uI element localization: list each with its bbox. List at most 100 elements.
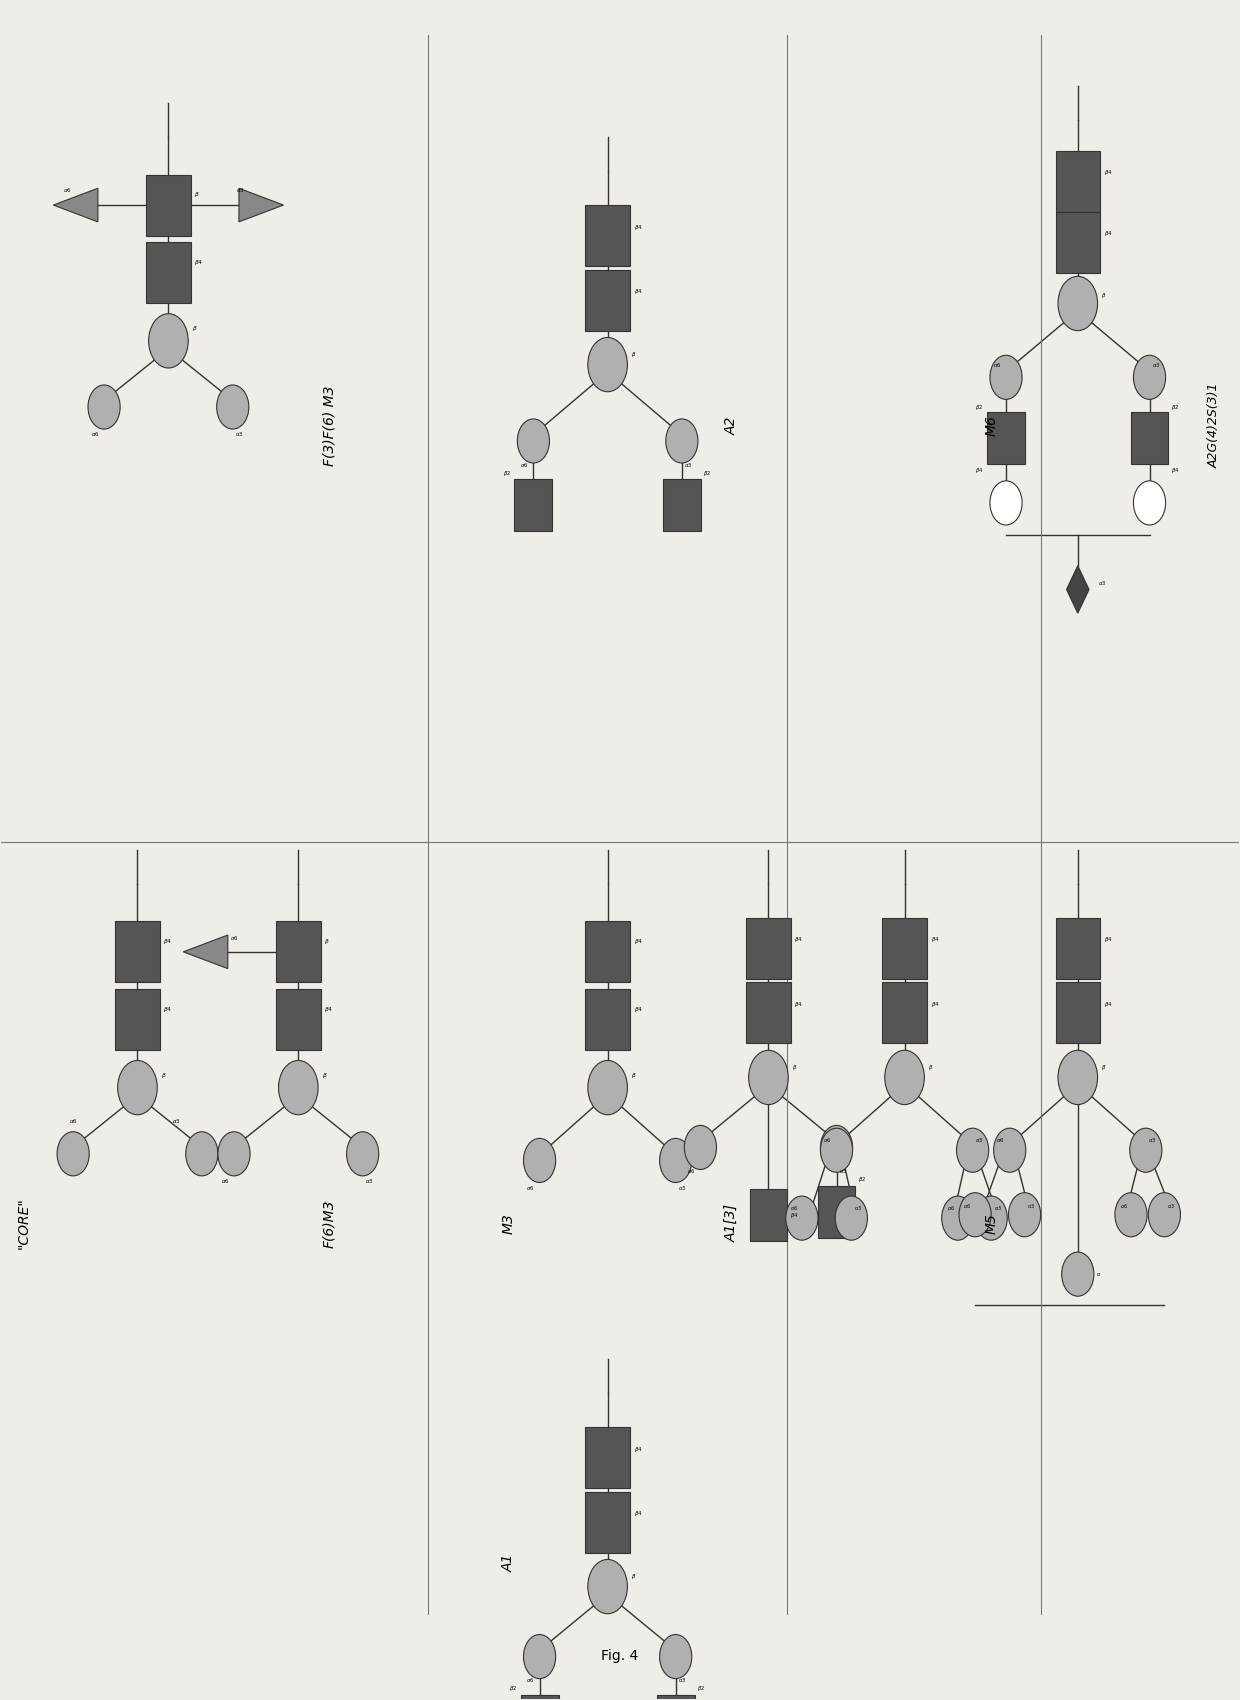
Circle shape [217,384,249,428]
Circle shape [959,1193,991,1238]
Text: $\beta$4: $\beta$4 [195,258,203,267]
Bar [115,989,160,1051]
Circle shape [279,1061,319,1115]
Text: $\alpha$3: $\alpha$3 [993,1204,1002,1212]
Text: M6: M6 [985,415,998,437]
Circle shape [836,1197,868,1241]
Text: $\beta$2: $\beta$2 [1171,403,1179,413]
Text: $\beta$2: $\beta$2 [858,1175,866,1185]
Polygon shape [53,189,98,223]
Text: $\alpha$3: $\alpha$3 [1027,1202,1035,1210]
Text: $\alpha$3: $\alpha$3 [1148,1136,1157,1144]
Bar [277,921,321,983]
Circle shape [1130,1129,1162,1173]
Text: $\alpha$3: $\alpha$3 [678,1676,687,1685]
Bar [1055,151,1100,212]
Text: $\alpha$6: $\alpha$6 [996,1136,1004,1144]
Circle shape [885,1051,924,1105]
Text: $\beta$: $\beta$ [631,1071,636,1080]
Text: $\beta$4: $\beta$4 [1104,935,1112,945]
Bar [115,921,160,983]
Text: $\beta$2: $\beta$2 [697,1685,706,1693]
Bar [146,175,191,236]
Circle shape [1061,1253,1094,1295]
Circle shape [666,418,698,462]
Circle shape [57,1132,89,1176]
Circle shape [990,355,1022,400]
Bar [1131,413,1168,464]
Text: $\beta$4: $\beta$4 [325,1005,334,1013]
Text: $\alpha$: $\alpha$ [1096,1270,1101,1278]
Text: $\beta$: $\beta$ [1101,1062,1106,1071]
Text: Fig. 4: Fig. 4 [601,1649,639,1663]
Text: $\alpha$6: $\alpha$6 [69,1117,78,1125]
Text: "CORE": "CORE" [16,1197,31,1250]
Text: $\beta$: $\beta$ [192,325,197,333]
Circle shape [523,1634,556,1678]
Circle shape [346,1132,378,1176]
Bar [277,989,321,1051]
Text: $\beta$4: $\beta$4 [790,1210,799,1221]
Polygon shape [184,935,228,969]
Text: $\beta$: $\beta$ [631,350,636,359]
Circle shape [186,1132,218,1176]
Bar [987,413,1025,464]
Circle shape [588,337,627,391]
Text: $\alpha$3: $\alpha$3 [237,185,244,194]
Text: $\beta$4: $\beta$4 [634,1510,642,1518]
Bar [585,1491,630,1552]
Text: $\alpha$6: $\alpha$6 [526,1183,534,1192]
Circle shape [1133,481,1166,525]
Text: $\beta$4: $\beta$4 [930,935,939,945]
Text: $\beta$: $\beta$ [322,1071,327,1080]
Circle shape [941,1197,973,1241]
Text: $\alpha$6: $\alpha$6 [520,461,528,469]
Text: $\alpha$6: $\alpha$6 [63,185,72,194]
Text: $\beta$4: $\beta$4 [930,1000,939,1008]
Text: $\beta$4: $\beta$4 [634,223,642,231]
Text: $\beta$4: $\beta$4 [634,937,642,947]
Text: $\alpha$3: $\alpha$3 [684,461,693,469]
Text: $\beta$4: $\beta$4 [164,1005,172,1013]
Bar [515,479,552,532]
Circle shape [975,1197,1007,1241]
Circle shape [660,1139,692,1183]
Circle shape [517,418,549,462]
Bar [883,983,926,1044]
Circle shape [821,1125,853,1170]
Bar [746,918,791,979]
Circle shape [588,1559,627,1613]
Text: $\beta$: $\beta$ [792,1062,797,1071]
Text: $\beta$4: $\beta$4 [634,1445,642,1454]
Bar [817,1187,856,1238]
Circle shape [786,1197,818,1241]
Text: M5: M5 [985,1214,998,1234]
Bar [746,983,791,1044]
Bar [585,989,630,1051]
Circle shape [684,1125,717,1170]
Circle shape [1133,355,1166,400]
Polygon shape [239,189,284,223]
Text: $\alpha$3: $\alpha$3 [1097,578,1106,586]
Text: $\alpha$3: $\alpha$3 [839,1168,847,1175]
Polygon shape [1066,566,1089,614]
Bar [657,1695,694,1700]
Bar [521,1695,558,1700]
Text: $\beta$2: $\beta$2 [508,1685,517,1693]
Bar [585,270,630,332]
Text: $\alpha$6: $\alpha$6 [823,1136,832,1144]
Text: $\beta$4: $\beta$4 [164,937,172,947]
Text: A1[3]: A1[3] [724,1204,738,1243]
Text: $\beta$2: $\beta$2 [502,469,511,478]
Circle shape [821,1129,853,1173]
Circle shape [956,1129,988,1173]
Text: $\alpha$6: $\alpha$6 [221,1176,229,1185]
Circle shape [588,1061,627,1115]
Text: F(3)F(6) M3: F(3)F(6) M3 [322,386,336,466]
Text: $\beta$4: $\beta$4 [795,935,804,945]
Text: $\alpha$6: $\alpha$6 [992,362,1001,369]
Bar [585,206,630,267]
Circle shape [1148,1193,1180,1238]
Circle shape [993,1129,1025,1173]
Bar [883,918,926,979]
